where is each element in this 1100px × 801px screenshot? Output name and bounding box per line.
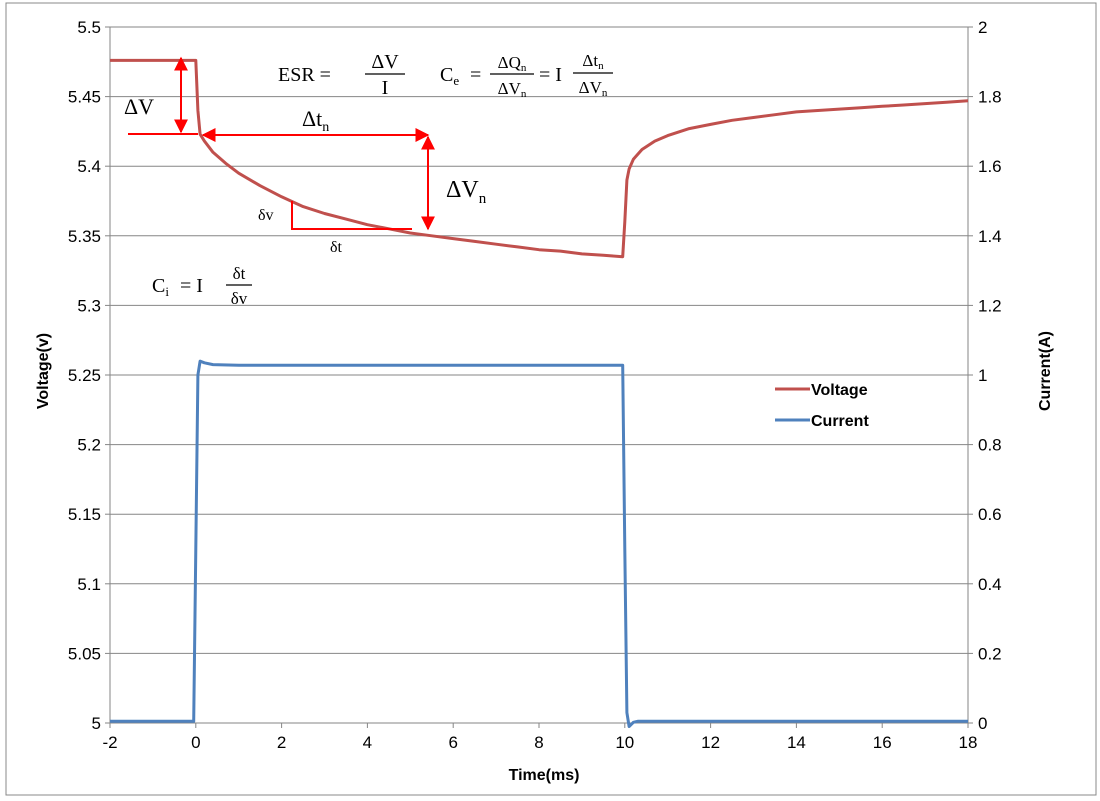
series-line-current bbox=[110, 359, 968, 728]
small-dt-label: δt bbox=[330, 239, 343, 256]
chart-border bbox=[5, 2, 1097, 796]
ci-denominator: δv bbox=[231, 289, 248, 308]
legend-current-label: Current bbox=[811, 413, 869, 430]
esr-formula: ESR = ΔV I bbox=[278, 51, 405, 99]
esr-denominator: I bbox=[382, 77, 389, 99]
tick-label-x-9: 16 bbox=[873, 733, 892, 752]
tick-label-y-left-7: 5.35 bbox=[68, 227, 101, 246]
tick-layer: 5 5.05 5.1 5.15 5.2 5.25 5.3 5.35 5.4 5.45 5.5 0 0.2… bbox=[68, 18, 1002, 752]
ci-lhs: Ci bbox=[152, 275, 169, 299]
esr-numerator: ΔV bbox=[371, 51, 399, 73]
tick-label-y-right-9: 1.8 bbox=[978, 88, 1002, 107]
tick-label-y-left-4: 5.2 bbox=[77, 436, 101, 455]
tick-label-x-10: 18 bbox=[959, 733, 978, 752]
tick-label-x-3: 4 bbox=[363, 733, 372, 752]
tick-label-x-8: 14 bbox=[787, 733, 806, 752]
tick-label-y-right-2: 0.4 bbox=[978, 575, 1002, 594]
series-layer bbox=[110, 58, 969, 728]
tick-label-y-left-2: 5.1 bbox=[77, 575, 101, 594]
y-right-axis-title: Current(A) bbox=[1037, 331, 1054, 411]
delta-vn-label: ΔVn bbox=[446, 177, 487, 207]
delta-v-label: ΔV bbox=[124, 94, 154, 119]
tick-label-x-6: 10 bbox=[615, 733, 634, 752]
tick-label-y-right-4: 0.8 bbox=[978, 436, 1002, 455]
ce-num1: ΔQn bbox=[498, 53, 527, 74]
x-axis-title: Time(ms) bbox=[509, 767, 580, 784]
tick-label-x-4: 6 bbox=[448, 733, 457, 752]
tick-label-y-right-1: 0.2 bbox=[978, 644, 1002, 663]
tick-label-y-right-7: 1.4 bbox=[978, 227, 1002, 246]
tick-label-y-left-8: 5.4 bbox=[77, 157, 101, 176]
ci-numerator: δt bbox=[233, 264, 246, 283]
delta-tn-label: Δtn bbox=[302, 106, 329, 135]
tick-label-x-0: -2 bbox=[102, 733, 117, 752]
ci-mid: = I bbox=[180, 275, 203, 297]
grid-layer bbox=[110, 96, 968, 654]
small-dv-label: δv bbox=[258, 207, 274, 224]
tick-label-x-2: 2 bbox=[277, 733, 286, 752]
tick-label-x-1: 0 bbox=[191, 733, 200, 752]
ce-lhs: Ce bbox=[440, 64, 459, 88]
tick-label-y-right-5: 1 bbox=[978, 366, 987, 385]
legend-voltage-label: Voltage bbox=[811, 382, 868, 399]
ce-eq-sign: = bbox=[470, 64, 481, 86]
tick-label-y-right-6: 1.2 bbox=[978, 296, 1002, 315]
slope-triangle bbox=[291, 201, 412, 230]
red-annotations: ΔV Δtn ΔVn δv δt bbox=[124, 56, 487, 256]
tick-label-y-left-0: 5 bbox=[92, 714, 101, 733]
y-left-axis-title: Voltage(v) bbox=[35, 333, 52, 409]
tick-label-y-right-8: 1.6 bbox=[978, 157, 1002, 176]
ce-formula: Ce = ΔQn ΔVn = I Δtn ΔVn bbox=[440, 51, 613, 100]
ce-den1: ΔVn bbox=[498, 79, 527, 100]
tick-label-y-left-5: 5.25 bbox=[68, 366, 101, 385]
tick-label-x-5: 8 bbox=[534, 733, 543, 752]
ci-formula: Ci = I δt δv bbox=[152, 264, 252, 308]
tick-label-y-left-1: 5.05 bbox=[68, 644, 101, 663]
tick-label-y-left-10: 5.5 bbox=[77, 18, 101, 37]
tick-label-y-left-9: 5.45 bbox=[68, 88, 101, 107]
ce-num2: Δtn bbox=[582, 51, 604, 72]
tick-label-y-right-0: 0 bbox=[978, 714, 987, 733]
legend: Voltage Current bbox=[775, 382, 869, 430]
tick-label-y-left-3: 5.15 bbox=[68, 505, 101, 524]
esr-lhs: ESR = bbox=[278, 64, 331, 86]
tick-label-x-7: 12 bbox=[701, 733, 720, 752]
ce-mid: = I bbox=[539, 64, 562, 86]
ce-den2: ΔVn bbox=[579, 78, 608, 99]
tick-label-y-right-3: 0.6 bbox=[978, 505, 1002, 524]
tick-label-y-left-6: 5.3 bbox=[77, 296, 101, 315]
series-line-voltage bbox=[110, 58, 969, 259]
tick-label-y-right-10: 2 bbox=[978, 18, 987, 37]
